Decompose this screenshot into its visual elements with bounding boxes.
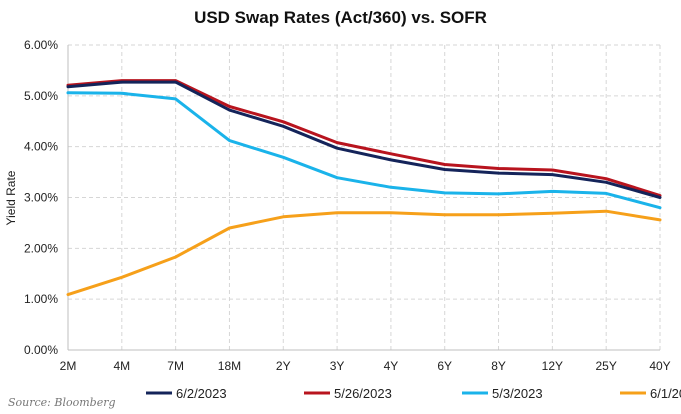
x-tick-label: 7M xyxy=(167,359,184,373)
series-lines xyxy=(66,79,662,297)
series-line-3 xyxy=(66,209,662,297)
source-note: Source: Bloomberg xyxy=(8,396,116,409)
series-line-2 xyxy=(66,91,662,210)
axes xyxy=(67,45,660,351)
y-tick-label: 6.00% xyxy=(24,38,58,52)
y-tick-label: 5.00% xyxy=(24,89,58,103)
chart-title: USD Swap Rates (Act/360) vs. SOFR xyxy=(194,8,487,27)
x-tick-label: 2Y xyxy=(276,359,291,373)
x-tick-label: 4M xyxy=(113,359,130,373)
legend: 6/2/2023 5/26/2023 5/3/2023 6/1/2022 xyxy=(146,386,681,401)
y-tick-label: 0.00% xyxy=(24,343,58,357)
y-tick-label: 2.00% xyxy=(24,241,58,255)
x-tick-label: 25Y xyxy=(596,359,617,373)
legend-label: 6/1/2022 xyxy=(650,386,681,401)
x-tick-label: 12Y xyxy=(542,359,563,373)
series-line-0 xyxy=(66,80,662,199)
x-tick-label: 6Y xyxy=(437,359,452,373)
x-tick-label: 2M xyxy=(60,359,77,373)
grid-lines xyxy=(68,44,661,350)
legend-label: 6/2/2023 xyxy=(176,386,227,401)
y-tick-label: 4.00% xyxy=(24,140,58,154)
legend-label: 5/26/2023 xyxy=(334,386,392,401)
x-tick-label: 8Y xyxy=(491,359,506,373)
x-tick-label: 4Y xyxy=(384,359,399,373)
tick-labels: 0.00% 1.00% 2.00% 3.00% 4.00% 5.00% 6.00% 2M 4M 7… xyxy=(24,38,671,373)
x-tick-label: 3Y xyxy=(330,359,345,373)
y-tick-label: 1.00% xyxy=(24,292,58,306)
x-tick-label: 40Y xyxy=(649,359,670,373)
y-tick-label: 3.00% xyxy=(24,191,58,205)
legend-label: 5/3/2023 xyxy=(492,386,543,401)
y-axis-label: Yield Rate xyxy=(4,170,18,225)
x-tick-label: 18M xyxy=(218,359,241,373)
